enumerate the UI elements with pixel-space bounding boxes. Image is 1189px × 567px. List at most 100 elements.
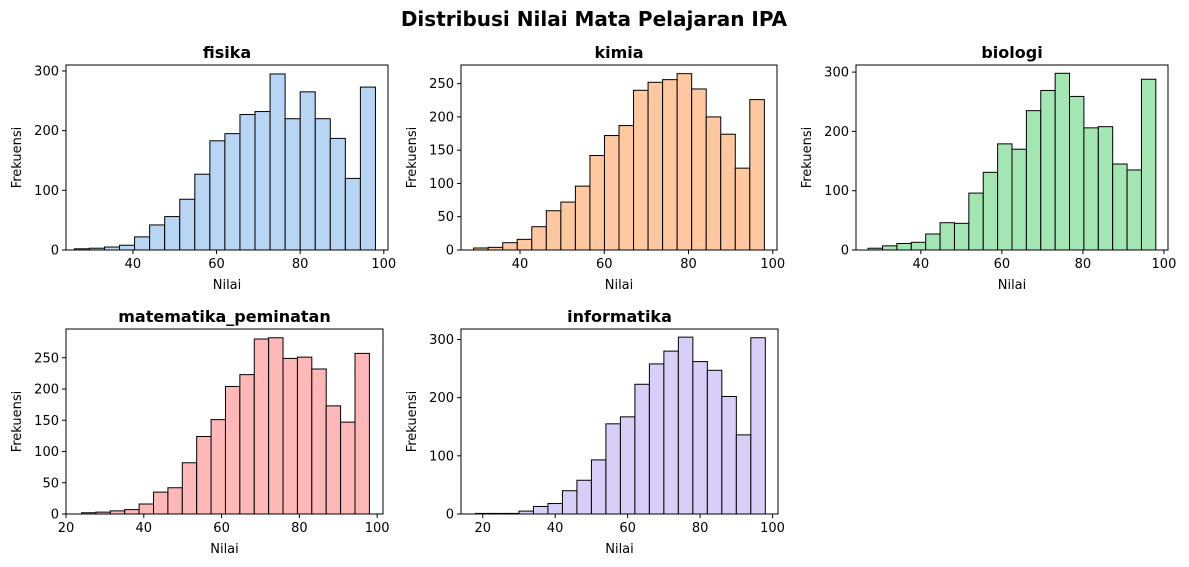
histogram-bar [618, 125, 635, 251]
x-tick-label: 60 [994, 257, 1011, 272]
histogram-bar [1011, 148, 1027, 251]
histogram-bar [284, 118, 301, 251]
histogram-bar [296, 356, 313, 515]
histogram-bar [179, 198, 196, 251]
histogram-bar [1040, 90, 1056, 251]
histogram-bar [576, 479, 592, 515]
y-tick-label: 200 [34, 383, 59, 398]
histogram-bar [1126, 169, 1142, 251]
subplot-informatika: 20 40 60 80 100 0 100 200 300 informatika Nilai Fre… [405, 307, 785, 557]
y-tick-label: 0 [51, 508, 59, 523]
x-tick-label: 100 [371, 257, 396, 272]
histogram-bar [561, 490, 578, 515]
y-tick-label: 250 [34, 351, 59, 366]
histogram-bar [968, 192, 984, 251]
histogram-bar [531, 226, 547, 251]
histogram-bar [691, 88, 707, 251]
axes-frame [65, 64, 389, 251]
x-axis-label: Nilai [210, 542, 239, 557]
subplot-title: fisika [203, 43, 251, 62]
histogram-bar [269, 73, 286, 251]
y-axis-label: Frekuensi [405, 391, 420, 453]
histogram-bar [663, 350, 679, 515]
histogram-bar [735, 434, 752, 515]
subplot-title: kimia [594, 43, 643, 62]
histogram-bar [574, 185, 591, 251]
histogram-bar [314, 118, 331, 251]
histogram-bar [560, 201, 576, 251]
y-tick-label: 200 [34, 124, 59, 139]
subplot-title: informatika [567, 307, 672, 326]
histogram-bar [329, 137, 346, 251]
histogram-bar [1054, 72, 1071, 251]
x-tick-label: 80 [680, 257, 697, 272]
y-tick-label: 100 [34, 445, 59, 460]
histogram-bar [138, 503, 155, 515]
histogram-bar [589, 155, 605, 251]
histogram-bar [925, 233, 941, 251]
histogram-bar [1069, 95, 1085, 251]
histogram-bar [692, 361, 708, 515]
histogram-bar [720, 133, 736, 251]
y-tick-label: 0 [446, 508, 454, 523]
y-tick-label: 100 [34, 184, 59, 199]
histogram-bar [224, 133, 241, 251]
histogram-bar [239, 114, 256, 251]
x-tick-label: 60 [619, 521, 636, 536]
y-tick-label: 200 [824, 125, 849, 140]
histogram-bar [516, 238, 533, 251]
x-tick-label: 40 [547, 521, 564, 536]
histogram-bar [619, 416, 636, 515]
histogram-bar [253, 338, 270, 515]
x-tick-label: 100 [1152, 257, 1177, 272]
histogram-bar [705, 116, 722, 251]
subplot-kimia: 40 60 80 100 0 50 100 150 200 250 kimia Nilai Frekue… [405, 43, 785, 293]
histogram-bar [119, 244, 136, 251]
figure-title: Distribusi Nilai Mata Pelajaran IPA [401, 7, 788, 31]
x-tick-label: 40 [136, 521, 153, 536]
x-tick-label: 80 [692, 521, 709, 536]
y-tick-label: 300 [34, 64, 59, 79]
y-tick-label: 200 [429, 391, 454, 406]
histogram-bar [502, 242, 518, 251]
x-tick-label: 80 [292, 257, 309, 272]
histogram-bar [734, 167, 751, 251]
histogram-bar [749, 99, 765, 251]
histogram-bar [1112, 163, 1128, 251]
y-tick-label: 0 [51, 244, 59, 259]
x-tick-label: 60 [213, 521, 230, 536]
y-tick-label: 200 [429, 110, 454, 125]
y-tick-label: 100 [824, 184, 849, 199]
histogram-bar [167, 487, 183, 515]
axes-frame [460, 64, 778, 251]
x-tick-label: 100 [760, 257, 785, 272]
histogram-bar [181, 462, 198, 515]
histogram-bar [209, 140, 226, 251]
histogram-bar [982, 171, 999, 251]
histogram-bar [633, 89, 649, 251]
x-tick-label: 40 [512, 257, 529, 272]
subplot-biologi: 40 60 80 100 0 100 200 300 biologi Nilai Frekuensi [800, 43, 1176, 293]
histogram-bar [882, 245, 898, 251]
y-tick-label: 0 [841, 244, 849, 259]
y-tick-label: 100 [429, 177, 454, 192]
histogram-bar [1140, 78, 1157, 251]
histogram-bar [325, 405, 342, 515]
x-tick-label: 100 [760, 521, 785, 536]
histogram-bar [603, 135, 620, 251]
histogram-bar [706, 369, 723, 515]
y-tick-label: 300 [429, 333, 454, 348]
x-axis-label: Nilai [605, 278, 634, 293]
histogram-bar [662, 79, 678, 251]
histogram-bar [124, 509, 140, 515]
x-axis-label: Nilai [605, 542, 634, 557]
histogram-bar [896, 242, 912, 251]
histogram-bar [750, 337, 766, 515]
histogram-bar [1097, 126, 1114, 251]
histogram-bar [224, 386, 241, 515]
x-tick-label: 40 [913, 257, 930, 272]
y-tick-label: 250 [429, 77, 454, 92]
y-tick-label: 100 [429, 449, 454, 464]
axes-frame [65, 328, 384, 515]
